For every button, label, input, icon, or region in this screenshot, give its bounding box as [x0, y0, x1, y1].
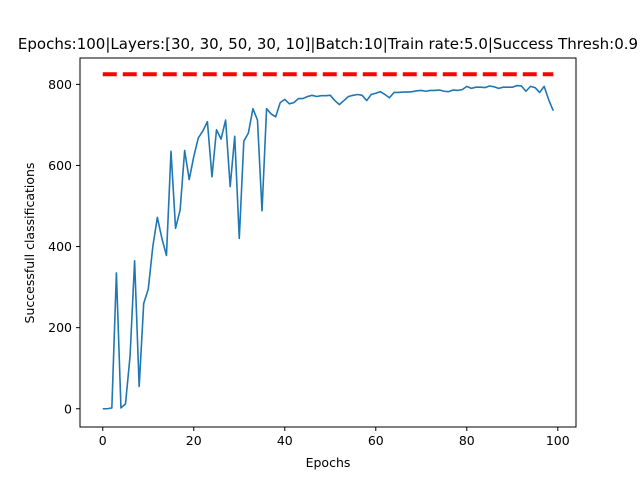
- x-tick-label: 40: [277, 433, 293, 448]
- y-tick-label: 800: [48, 77, 72, 92]
- x-axis-label: Epochs: [306, 455, 351, 470]
- x-tick-label: 100: [546, 433, 570, 448]
- axes-frame: [79, 57, 577, 428]
- x-tick-label: 60: [368, 433, 384, 448]
- plot-content: [102, 72, 554, 410]
- x-tick-label: 0: [99, 433, 107, 448]
- chart-title: Epochs:100|Layers:[30, 30, 50, 30, 10]|B…: [18, 35, 638, 53]
- x-axis-ticks: 0 20 40 60 80 100: [99, 427, 570, 448]
- y-tick-label: 400: [48, 239, 72, 254]
- x-tick-label: 80: [459, 433, 475, 448]
- y-tick-label: 200: [48, 320, 72, 335]
- y-tick-label: 600: [48, 158, 72, 173]
- y-axis-ticks: 0 200 400 600 800: [48, 77, 80, 416]
- x-tick-label: 20: [186, 433, 202, 448]
- y-tick-label: 0: [64, 401, 72, 416]
- series-line: [102, 84, 554, 410]
- y-axis-label: Successfull classifications: [22, 163, 37, 324]
